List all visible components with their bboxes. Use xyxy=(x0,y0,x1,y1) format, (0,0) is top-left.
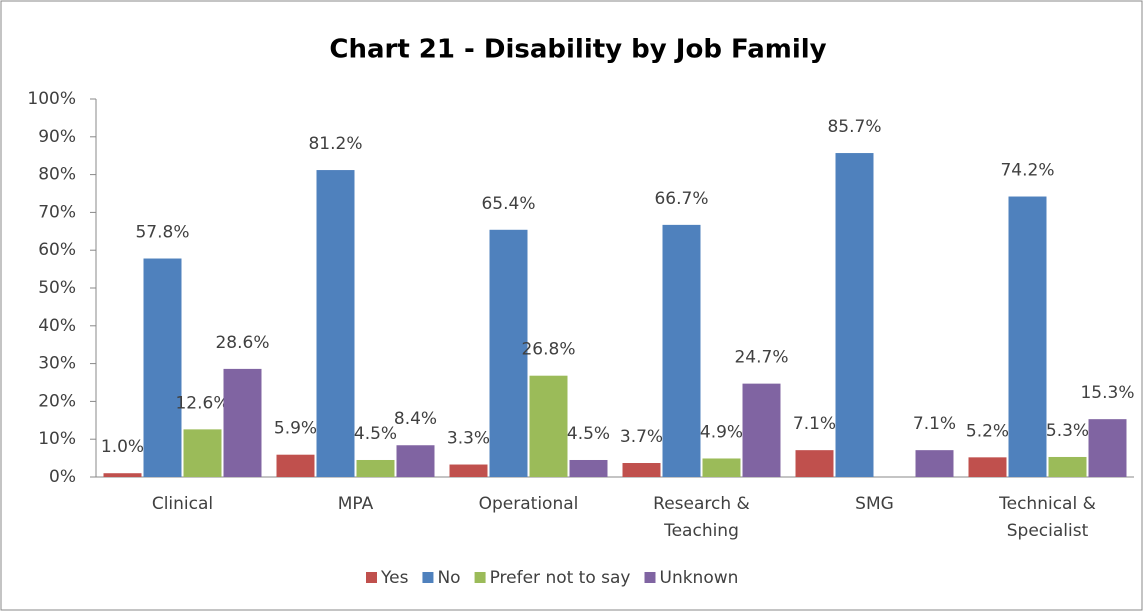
y-tick-label: 0% xyxy=(49,467,76,487)
data-label: 57.8% xyxy=(135,223,189,243)
data-label: 4.9% xyxy=(700,422,743,442)
bar xyxy=(183,429,222,477)
y-tick-label: 80% xyxy=(38,165,76,185)
data-label: 81.2% xyxy=(308,134,362,154)
data-label: 7.1% xyxy=(793,414,836,434)
bar xyxy=(223,368,262,477)
legend-swatch xyxy=(474,572,486,583)
bar xyxy=(968,457,1007,477)
data-label: 24.7% xyxy=(734,348,788,368)
y-tick-label: 70% xyxy=(38,202,76,222)
data-label: 5.9% xyxy=(274,419,317,439)
legend-label: No xyxy=(437,568,460,588)
data-label: 15.3% xyxy=(1080,383,1134,403)
data-label: 74.2% xyxy=(1000,161,1054,181)
x-tick-label: MPA xyxy=(337,494,374,514)
data-label: 3.3% xyxy=(447,429,490,449)
legend-label: Yes xyxy=(380,568,409,588)
legend-swatch xyxy=(366,572,377,583)
bar xyxy=(742,383,781,477)
data-label: 4.5% xyxy=(354,424,397,444)
data-label: 65.4% xyxy=(481,194,535,214)
legend-label: Unknown xyxy=(660,568,739,588)
bar xyxy=(276,454,315,477)
y-tick-label: 100% xyxy=(27,89,76,109)
data-label: 7.1% xyxy=(913,414,956,434)
y-tick-label: 20% xyxy=(38,391,76,411)
y-tick-label: 50% xyxy=(38,278,76,298)
bar xyxy=(316,170,355,477)
y-tick-label: 30% xyxy=(38,354,76,374)
bar xyxy=(103,473,142,477)
legend-swatch xyxy=(422,572,434,583)
bar xyxy=(915,450,954,477)
bar xyxy=(1088,419,1127,477)
x-tick-label: SMG xyxy=(855,494,894,514)
x-tick-label: Clinical xyxy=(151,494,214,514)
bar xyxy=(702,458,741,477)
data-label: 1.0% xyxy=(101,437,144,457)
bar xyxy=(1048,456,1087,477)
bar xyxy=(529,375,568,477)
data-label: 4.5% xyxy=(567,424,610,444)
bar xyxy=(795,450,834,477)
bar xyxy=(143,258,182,477)
bar xyxy=(1008,196,1047,478)
data-label: 5.2% xyxy=(966,421,1009,441)
legend-swatch xyxy=(644,572,656,583)
data-label: 28.6% xyxy=(215,333,269,353)
y-tick-label: 10% xyxy=(38,429,76,449)
y-tick-label: 60% xyxy=(38,240,76,260)
bar xyxy=(449,464,488,477)
legend-label: Prefer not to say xyxy=(490,568,631,588)
bar xyxy=(835,153,874,477)
data-label: 3.7% xyxy=(620,427,663,447)
data-label: 8.4% xyxy=(394,409,437,429)
bar xyxy=(489,229,528,477)
data-label: 66.7% xyxy=(654,189,708,209)
data-label: 12.6% xyxy=(175,393,229,413)
bar xyxy=(569,459,608,477)
bar xyxy=(356,459,395,477)
x-tick-label: Technical & Specialist xyxy=(999,494,1096,541)
x-tick-label: Operational xyxy=(478,494,579,514)
data-label: 85.7% xyxy=(827,117,881,137)
bar xyxy=(662,224,701,477)
bar xyxy=(622,463,661,477)
data-label: 5.3% xyxy=(1046,421,1089,441)
bar xyxy=(396,445,435,477)
data-label: 26.8% xyxy=(521,340,575,360)
x-tick-label: Research & Teaching xyxy=(653,494,750,541)
y-tick-label: 90% xyxy=(38,127,76,147)
y-tick-label: 40% xyxy=(38,316,76,336)
chart-title: Chart 21 - Disability by Job Family xyxy=(329,35,826,65)
